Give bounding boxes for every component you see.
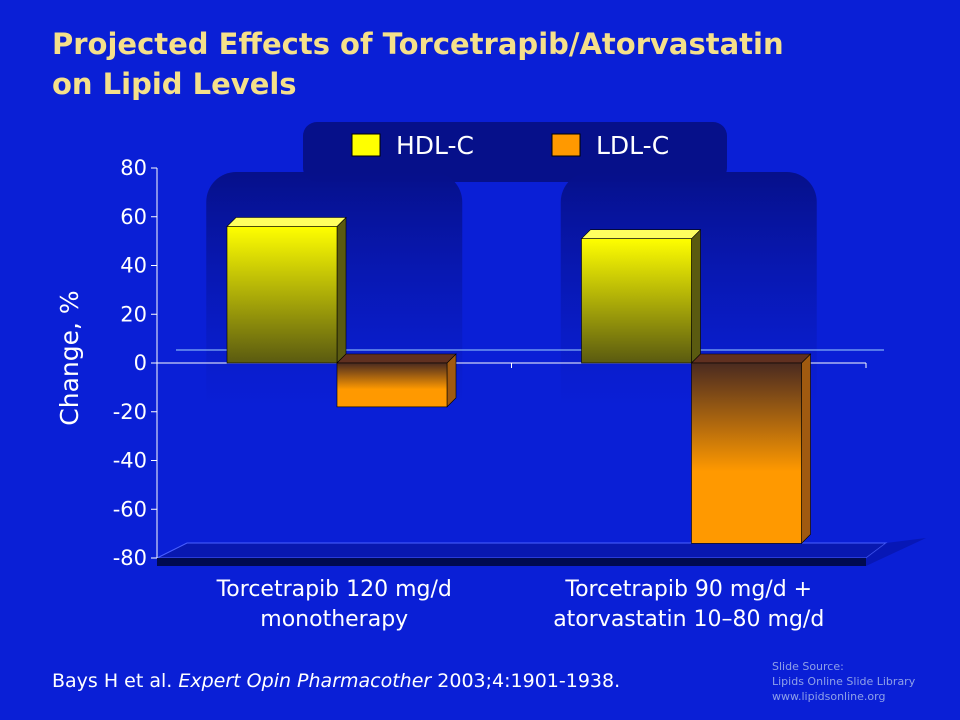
citation-details: 2003;4:1901-1938. <box>437 670 621 692</box>
source-line-1: Slide Source: <box>772 660 844 673</box>
legend-swatch <box>351 133 381 157</box>
ldlc-bar <box>336 353 457 408</box>
hdlc-bar <box>580 228 702 364</box>
x-category-label: Torcetrapib 120 mg/d <box>216 577 452 602</box>
legend-swatch <box>551 133 581 157</box>
slide-source: Slide Source: Lipids Online Slide Librar… <box>772 659 915 704</box>
y-axis-label: Change, % <box>55 290 84 425</box>
citation: Bays H et al. Expert Opin Pharmacother 2… <box>52 670 620 692</box>
y-tick-label: 80 <box>120 156 147 180</box>
y-tick-label: -60 <box>113 497 147 521</box>
floor-top <box>156 542 888 559</box>
bar-top <box>226 217 347 227</box>
bar-side <box>801 353 811 545</box>
legend-label: LDL-C <box>596 131 669 160</box>
source-line-3: www.lipidsonline.org <box>772 690 886 703</box>
y-tick-label: 60 <box>120 205 147 229</box>
bar-top <box>580 229 702 239</box>
title-line-1: Projected Effects of Torcetrapib/Atorvas… <box>52 27 784 61</box>
y-tick-label: -40 <box>113 449 147 473</box>
legend-panel <box>303 122 727 182</box>
bar-side <box>336 216 347 364</box>
bar-front <box>581 238 692 364</box>
floor-shadow <box>866 538 926 566</box>
bar-front <box>336 362 448 408</box>
y-tick-label: 20 <box>120 302 147 326</box>
legend-label: HDL-C <box>396 131 474 160</box>
x-category-label: monotherapy <box>260 607 408 632</box>
slide-title: Projected Effects of Torcetrapib/Atorvas… <box>52 24 932 104</box>
ldlc-bar <box>690 353 812 545</box>
bar-front <box>226 226 338 364</box>
bar-front <box>691 362 802 544</box>
citation-journal: Expert Opin Pharmacother <box>178 670 432 692</box>
x-category-label: Torcetrapib 90 mg/d + <box>564 577 812 602</box>
y-tick-label: -20 <box>113 400 147 424</box>
x-category-label: atorvastatin 10–80 mg/d <box>553 607 824 632</box>
floor-front <box>157 558 866 566</box>
y-tick-label: 0 <box>134 351 147 375</box>
hdlc-bar <box>226 216 347 364</box>
title-line-2: on Lipid Levels <box>52 67 297 101</box>
bar-top <box>336 353 457 364</box>
bar-side <box>691 228 701 364</box>
citation-authors: Bays H et al. <box>52 670 173 692</box>
y-tick-label: 40 <box>120 254 147 278</box>
y-tick-label: -80 <box>113 546 147 570</box>
source-line-2: Lipids Online Slide Library <box>772 675 916 688</box>
bar-top <box>690 353 812 364</box>
